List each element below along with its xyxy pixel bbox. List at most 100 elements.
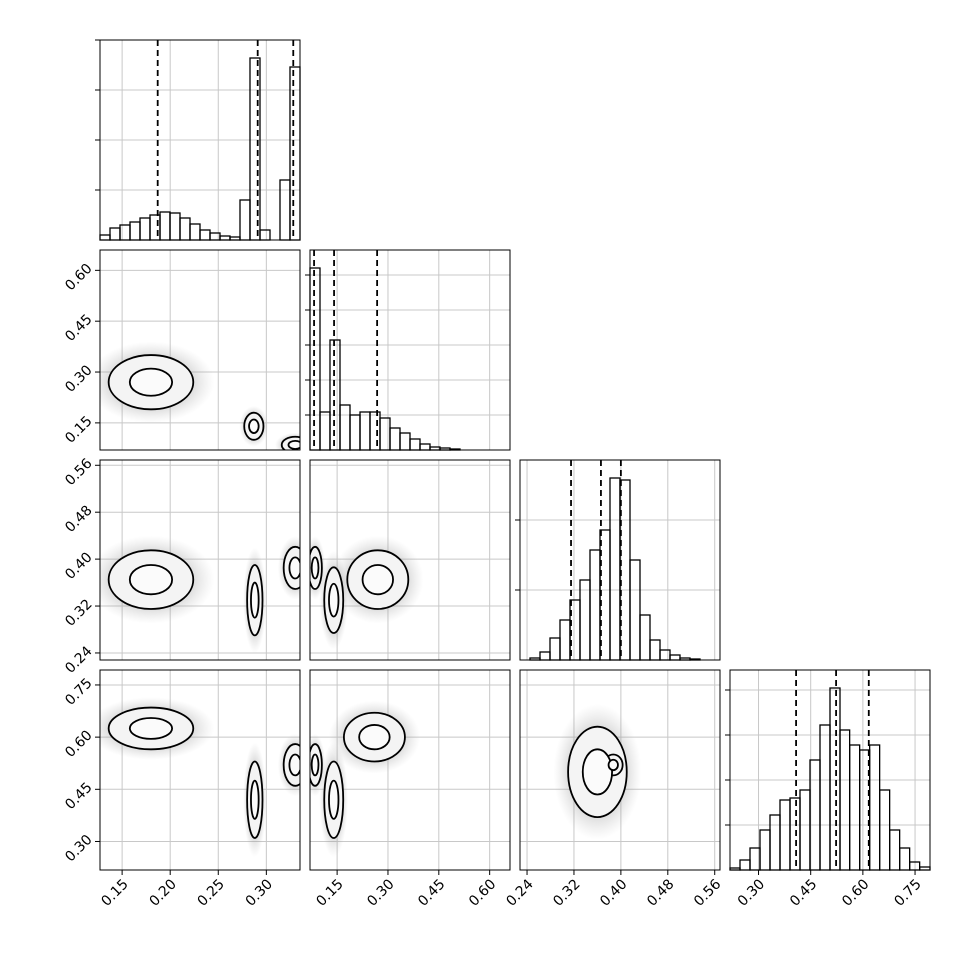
histogram-bar (219, 235, 231, 241)
histogram-bar (609, 477, 621, 661)
x-tick-label: 0.60 (839, 876, 872, 909)
histogram-bar (839, 729, 851, 871)
x-tick-label: 0.24 (503, 876, 536, 909)
contour-1sigma (128, 717, 174, 740)
histogram-bar (359, 411, 371, 451)
x-tick-label: 0.15 (313, 876, 346, 909)
histogram-bar (399, 432, 411, 451)
y-tick-label: 0.30 (62, 362, 95, 395)
contour-1sigma (581, 748, 613, 796)
histogram-bar (99, 234, 111, 241)
histogram-bar (189, 223, 201, 241)
contour-1sigma (328, 779, 340, 820)
histogram-bar (739, 859, 751, 871)
histogram-bar (809, 759, 821, 871)
contour-1sigma (128, 564, 174, 596)
histogram-bar (149, 214, 161, 241)
histogram-bar (409, 438, 421, 451)
histogram-bar (559, 619, 571, 661)
histogram-bar (239, 199, 251, 241)
x-tick-label: 0.45 (415, 876, 448, 909)
histogram-bar (549, 637, 561, 661)
contour-1sigma (358, 724, 391, 751)
y-tick-label: 0.60 (62, 261, 95, 294)
panel-frame (99, 669, 301, 871)
histogram-bar (419, 443, 431, 451)
histogram-bar (129, 221, 141, 241)
contour-1sigma (288, 556, 300, 580)
histogram-bar (369, 411, 381, 451)
y-tick-label: 0.56 (62, 456, 95, 489)
histogram-bar (199, 229, 211, 241)
panel-frame (99, 459, 301, 661)
x-tick-label: 0.45 (787, 876, 820, 909)
histogram-bar (659, 649, 671, 661)
histogram-bar (159, 211, 171, 241)
histogram-bar (539, 651, 551, 661)
histogram-bar (819, 724, 831, 871)
histogram-bar (259, 229, 271, 241)
contour-1sigma (250, 779, 260, 820)
y-tick-label: 0.32 (62, 596, 95, 629)
histogram-bar (769, 814, 781, 871)
histogram-bar (579, 579, 591, 661)
panel-frame (309, 249, 511, 451)
y-tick-label: 0.40 (62, 549, 95, 582)
x-tick-label: 0.20 (146, 876, 179, 909)
x-tick-label: 0.30 (364, 876, 397, 909)
histogram-bar (119, 224, 131, 241)
histogram-bar (139, 217, 151, 241)
histogram-bar (279, 179, 291, 241)
contour-1sigma (361, 564, 394, 596)
contour-1sigma (288, 753, 300, 777)
y-tick-label: 0.60 (62, 727, 95, 760)
histogram-bar (639, 614, 651, 661)
panel-frame (729, 669, 931, 871)
contour-1sigma (328, 582, 340, 618)
histogram-bar (869, 744, 881, 871)
histogram-bar (889, 829, 901, 871)
histogram-bar (759, 829, 771, 871)
x-tick-label: 0.60 (466, 876, 499, 909)
histogram-bar (789, 797, 801, 871)
histogram-bar (899, 847, 911, 871)
histogram-bar (339, 404, 351, 451)
y-tick-label: 0.15 (62, 413, 95, 446)
x-tick-label: 0.15 (98, 876, 131, 909)
contour-1sigma (248, 418, 260, 434)
histogram-bar (379, 417, 391, 451)
histogram-bar (779, 799, 791, 871)
y-tick-label: 0.45 (62, 780, 95, 813)
y-tick-label: 0.24 (62, 643, 95, 676)
histogram-bar (289, 66, 301, 241)
panel-frame (519, 669, 721, 871)
histogram-bar (629, 559, 641, 661)
panel-frame (99, 39, 301, 241)
histogram-bar (669, 654, 681, 661)
contour-1sigma (310, 556, 320, 580)
x-tick-label: 0.56 (691, 876, 724, 909)
contour-1sigma (310, 753, 320, 777)
contour-1sigma (607, 758, 619, 772)
y-tick-label: 0.75 (62, 675, 95, 708)
x-tick-label: 0.30 (735, 876, 768, 909)
x-tick-label: 0.30 (243, 876, 276, 909)
contour-1sigma (250, 581, 260, 619)
panel-frame (99, 249, 301, 451)
contour-1sigma (128, 367, 174, 397)
histogram-bar (799, 789, 811, 871)
x-tick-label: 0.48 (644, 876, 677, 909)
histogram-bar (649, 639, 661, 661)
y-tick-label: 0.45 (62, 312, 95, 345)
histogram-bar (169, 212, 181, 241)
histogram-bar (849, 744, 861, 871)
y-tick-label: 0.48 (62, 503, 95, 536)
histogram-bar (389, 427, 401, 451)
histogram-bar (829, 687, 841, 871)
histogram-bar (309, 267, 321, 451)
panel-frame (519, 459, 721, 661)
histogram-bar (879, 789, 891, 871)
x-tick-label: 0.32 (550, 876, 583, 909)
panel-frame (309, 669, 511, 871)
contour-1sigma (287, 439, 300, 450)
